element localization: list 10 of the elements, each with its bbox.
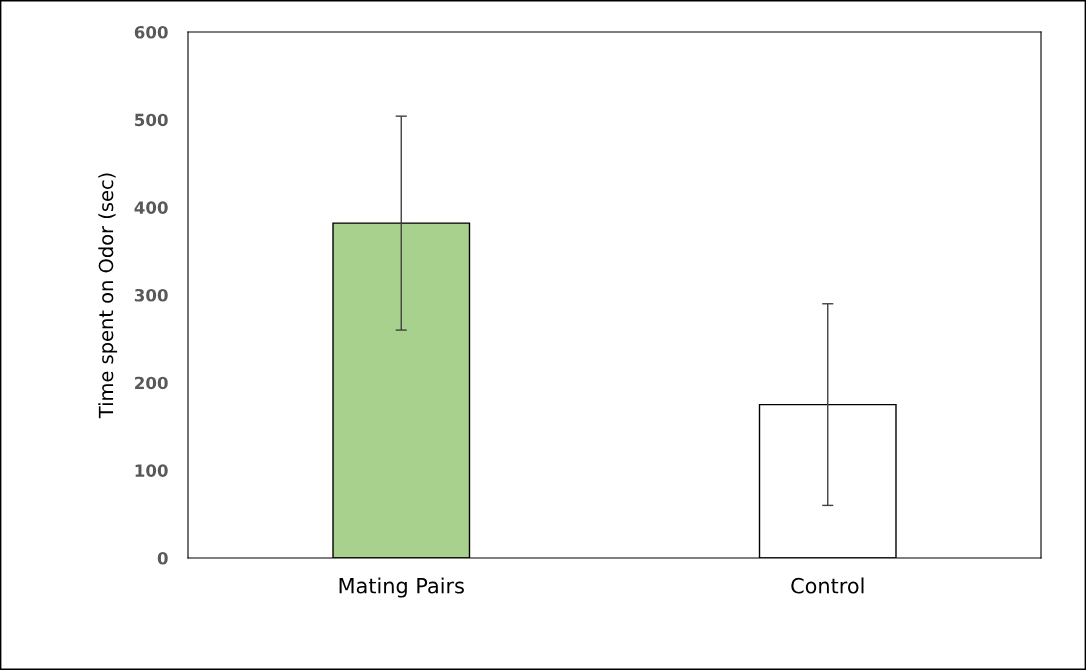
y-tick-label: 300 — [134, 288, 168, 302]
y-axis-title: Time spent on Odor (sec) — [98, 173, 118, 419]
y-tick-label: 400 — [134, 201, 168, 214]
y-tick-label: 200 — [135, 376, 168, 390]
y-tick-label: 0 — [157, 551, 168, 565]
y-tick-label: 600 — [134, 25, 168, 39]
y-tick-label: 500 — [135, 113, 168, 127]
x-tick-label: Control — [791, 577, 864, 594]
x-tick-label: Mating Pairs — [339, 577, 464, 598]
y-tick-label: 100 — [135, 464, 168, 477]
